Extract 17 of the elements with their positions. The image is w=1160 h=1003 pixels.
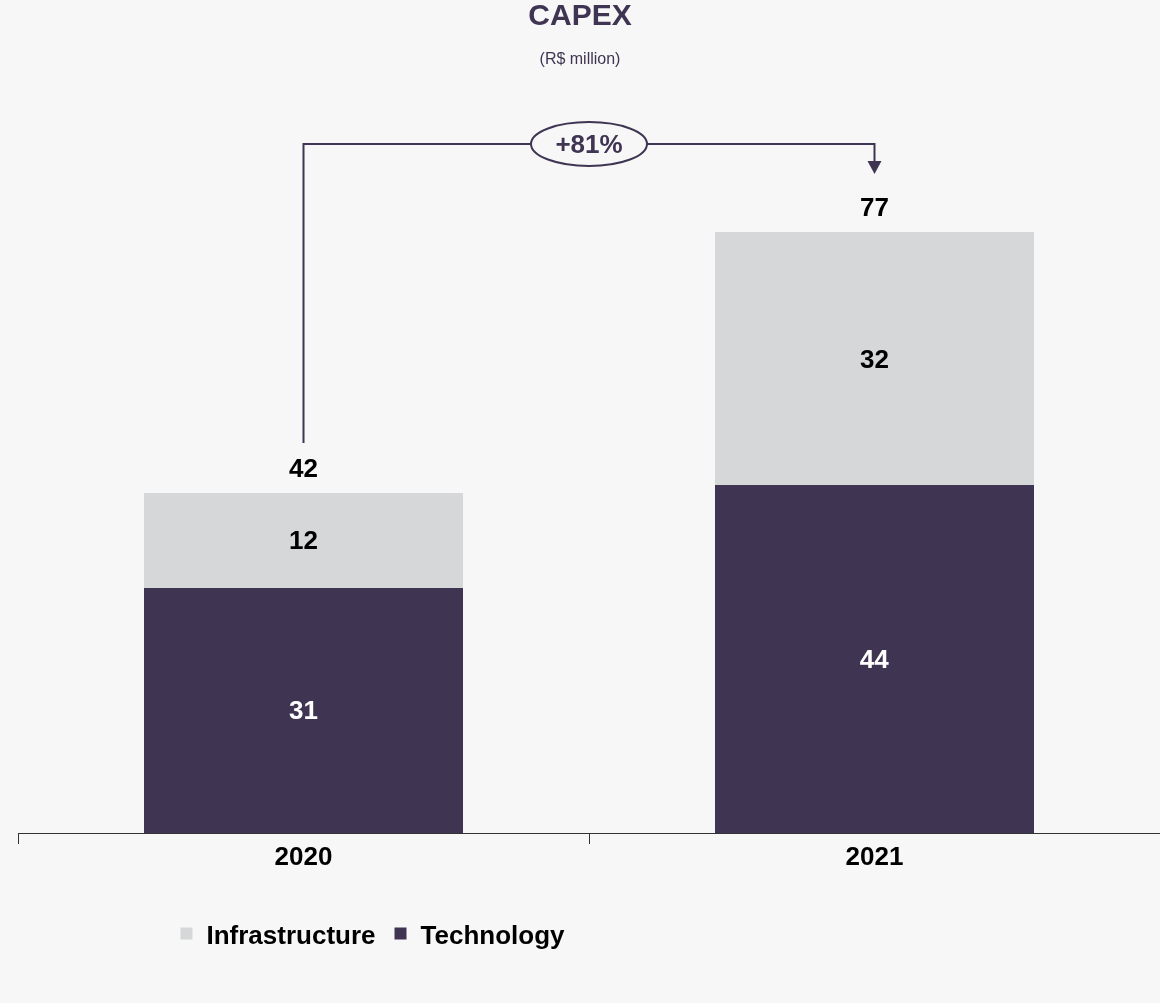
bar [143,492,464,588]
bar [143,587,464,833]
x-tick-label: 2021 [845,841,904,872]
data-label: 32 [860,343,889,374]
total-label: 42 [289,453,318,483]
chart-title: CAPEX [528,0,632,32]
legend-label: Technology [420,919,566,950]
bar [714,232,1035,486]
x-tick-label: 2020 [274,841,333,872]
total-label: 77 [860,192,889,222]
data-label: 31 [289,695,318,726]
data-label: 12 [289,525,318,556]
bar [714,485,1035,833]
chart-subtitle: (R$ million) [539,50,621,68]
legend-label: Infrastructure [206,919,376,950]
text: +81% [555,129,623,159]
data-label: 44 [859,644,890,675]
